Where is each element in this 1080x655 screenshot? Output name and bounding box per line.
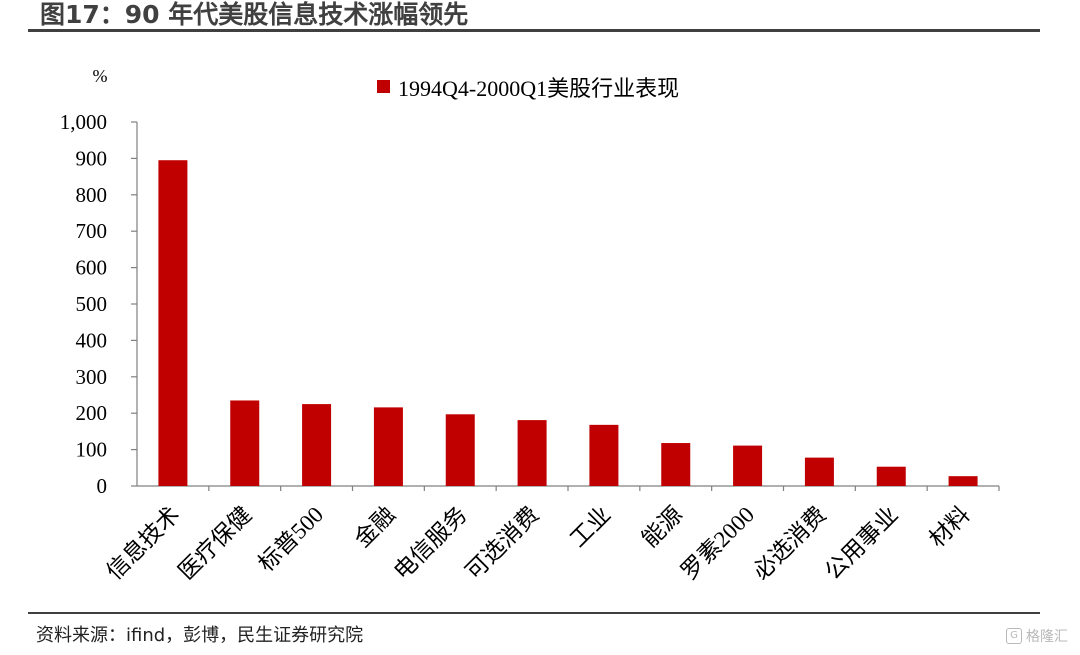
source-rule — [28, 612, 1040, 614]
watermark-logo-icon: G — [1006, 628, 1022, 644]
legend-label: 1994Q4-2000Q1美股行业表现 — [398, 76, 679, 101]
y-axis-ticks: 0 100 200 300 400 500 600 700 800 900 1,000 — [60, 110, 137, 498]
y-tick-label: 300 — [76, 365, 108, 389]
x-tick-label: 标普500 — [254, 502, 329, 577]
bar — [230, 400, 260, 486]
bars — [158, 160, 1000, 491]
x-tick-label: 材料 — [924, 502, 974, 552]
y-tick-label: 0 — [97, 474, 108, 498]
y-axis-unit-label: % — [93, 66, 108, 86]
y-tick-label: 800 — [76, 183, 108, 207]
figure-title: 图17：90 年代美股信息技术涨幅领先 — [40, 0, 469, 29]
bar — [589, 424, 619, 486]
x-tick-label: 必选消费 — [748, 502, 831, 585]
x-tick-label: 工业 — [565, 502, 615, 552]
axes — [136, 122, 999, 487]
source-note: 资料来源：ifind，彭博，民生证券研究院 — [36, 625, 364, 646]
title-rule — [28, 29, 1040, 32]
bar — [158, 160, 188, 486]
watermark: G 格隆汇 — [1006, 626, 1068, 646]
bar — [804, 457, 834, 486]
x-tick-label: 信息技术 — [102, 502, 185, 585]
bar-chart: % 1994Q4-2000Q1美股行业表现 0 100 200 300 400 500 60… — [60, 66, 1000, 585]
bar — [373, 407, 403, 486]
legend: 1994Q4-2000Q1美股行业表现 — [377, 76, 679, 101]
legend-swatch — [377, 80, 390, 93]
y-tick-label: 1,000 — [60, 110, 107, 134]
bar — [876, 466, 906, 486]
bar — [302, 404, 332, 486]
bar — [445, 414, 475, 486]
y-tick-label: 600 — [76, 256, 108, 280]
bar — [733, 445, 763, 486]
bar — [517, 420, 547, 486]
x-tick-label: 可选消费 — [461, 502, 544, 585]
x-tick-label: 医疗保健 — [174, 502, 257, 585]
y-tick-label: 200 — [76, 401, 108, 425]
bar — [948, 476, 978, 486]
x-tick-label: 公用事业 — [820, 502, 903, 585]
x-tick-label: 金融 — [350, 502, 400, 552]
x-tick-label: 能源 — [637, 502, 687, 552]
y-tick-label: 400 — [76, 328, 108, 352]
y-tick-label: 900 — [76, 146, 108, 170]
x-tick-label: 电信服务 — [389, 502, 472, 585]
x-tick-label: 罗素2000 — [676, 502, 759, 585]
watermark-text: 格隆汇 — [1026, 629, 1068, 645]
y-tick-label: 700 — [76, 219, 108, 243]
y-tick-label: 500 — [76, 292, 108, 316]
bar — [661, 443, 691, 486]
y-tick-label: 100 — [76, 438, 108, 462]
